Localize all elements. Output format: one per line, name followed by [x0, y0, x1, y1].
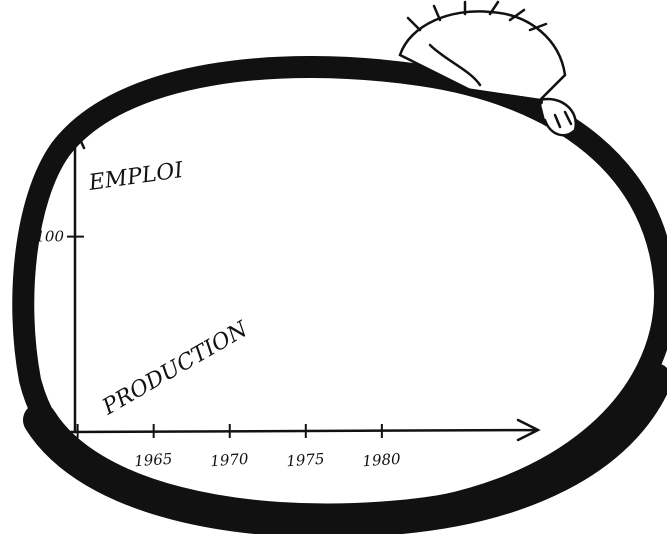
x-axis	[70, 420, 538, 440]
x-tick-label: 1970	[210, 450, 250, 471]
x-tick-label: 1980	[362, 450, 402, 471]
x-tick-label: 1965	[134, 450, 173, 471]
cartoon-figure	[400, 2, 576, 135]
x-tick-label: 1975	[286, 450, 325, 471]
y-tick-label: 100	[35, 228, 64, 246]
y-axis	[66, 128, 84, 432]
series-label: PRODUCTION	[98, 317, 253, 421]
cartoon-chart: 1960 1965 1970 1975 1980 100 EMPLOI PRODUCTION	[0, 0, 667, 534]
x-tick-label: 1960	[58, 450, 98, 471]
series-label: EMPLOI	[86, 158, 186, 196]
